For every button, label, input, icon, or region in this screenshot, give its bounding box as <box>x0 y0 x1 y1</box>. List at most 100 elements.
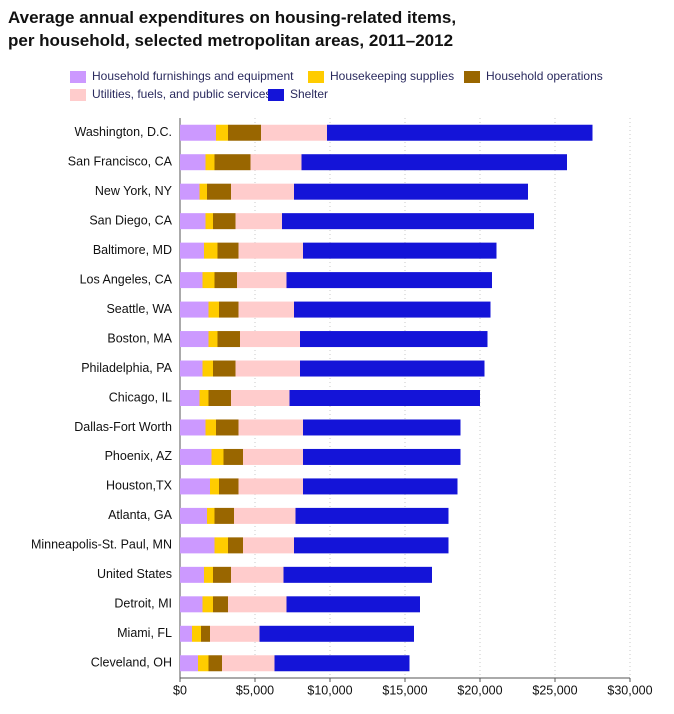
bar-segment <box>294 301 491 318</box>
bar-segment <box>259 625 414 642</box>
bar-segment <box>214 154 251 171</box>
y-tick-label: Chicago, IL <box>109 390 172 404</box>
bar-segment <box>192 625 201 642</box>
bar-segment <box>216 419 239 436</box>
bar-segment <box>202 596 213 613</box>
bar-segment <box>231 390 290 406</box>
legend-swatch <box>268 89 284 101</box>
y-tick-label: United States <box>97 567 172 581</box>
bar-segment <box>210 478 219 495</box>
legend-label: Shelter <box>290 87 328 101</box>
y-tick-label: Detroit, MI <box>114 597 172 611</box>
bar-segment <box>286 596 420 613</box>
bar-segment <box>235 213 282 230</box>
bar-segment <box>261 124 327 141</box>
bar-segment <box>237 272 287 289</box>
bar-segment <box>204 566 213 583</box>
y-tick-label: Cleveland, OH <box>91 656 172 670</box>
y-tick-label: New York, NY <box>95 184 173 198</box>
bar-segment <box>180 154 206 171</box>
bar-segment <box>217 331 240 348</box>
bar-segment <box>180 390 200 406</box>
bar-segment <box>250 154 302 171</box>
y-tick-label: Philadelphia, PA <box>81 361 172 375</box>
legend-swatch <box>70 71 86 83</box>
bar-segment <box>301 154 567 171</box>
bar-segment <box>205 419 216 436</box>
bar-segment <box>283 566 432 583</box>
bar-segment <box>240 331 300 348</box>
bar-segment <box>219 478 239 495</box>
bar-segment <box>180 566 204 583</box>
bar-segment <box>208 331 218 348</box>
bar-segment <box>202 272 215 289</box>
bar-segment <box>295 507 449 524</box>
bar-segment <box>234 507 296 524</box>
bar-segment <box>199 183 207 200</box>
bar-segment <box>210 625 260 642</box>
bar-segment <box>201 625 210 642</box>
y-tick-label: Dallas-Fort Worth <box>74 420 172 434</box>
bar-segment <box>180 448 212 465</box>
y-tick-label: Los Angeles, CA <box>80 272 173 286</box>
legend-swatch <box>464 71 480 83</box>
legend-label: Utilities, fuels, and public services <box>92 87 271 101</box>
bar-segment <box>238 478 303 495</box>
x-tick-label: $10,000 <box>307 683 352 697</box>
bar-segment <box>228 596 287 613</box>
y-tick-label: Miami, FL <box>117 626 172 640</box>
bar-segment <box>199 390 209 406</box>
y-tick-label: Boston, MA <box>107 331 172 345</box>
y-tick-label: San Diego, CA <box>89 213 172 227</box>
bar-segment <box>207 507 215 524</box>
bar-segment <box>180 478 210 495</box>
legend-swatch <box>70 89 86 101</box>
bar-segment <box>214 272 237 289</box>
bar-segment <box>294 183 528 200</box>
x-tick-label: $0 <box>173 683 187 697</box>
bar-segment <box>282 213 534 230</box>
bar-segment <box>180 596 203 613</box>
y-tick-label: Minneapolis-St. Paul, MN <box>31 538 172 552</box>
x-tick-label: $15,000 <box>382 683 427 697</box>
bar-segment <box>205 213 213 230</box>
bar-segment <box>243 448 303 465</box>
bar-segment <box>300 331 488 348</box>
bar-segment <box>235 360 300 377</box>
bar-segment <box>289 390 480 406</box>
bar-segment <box>303 448 461 465</box>
chart-title: Average annual expenditures on housing-r… <box>8 8 457 50</box>
bar-segment <box>231 183 294 200</box>
y-tick-label: Washington, D.C. <box>75 125 173 139</box>
bar-segment <box>243 537 294 554</box>
bar-segment <box>217 242 239 259</box>
y-tick-label: Phoenix, AZ <box>105 449 173 463</box>
bar-segment <box>180 331 209 348</box>
bar-segment <box>303 419 461 436</box>
bar-segment <box>214 537 228 554</box>
bar-segment <box>238 419 303 436</box>
y-tick-label: Atlanta, GA <box>108 508 173 522</box>
bar-segment <box>204 242 218 259</box>
bar-segment <box>214 507 234 524</box>
bar-segment <box>180 537 215 554</box>
y-tick-label: Houston,TX <box>106 479 173 493</box>
bar-segment <box>294 537 449 554</box>
bar-segment <box>180 507 207 524</box>
bar-segment <box>208 301 219 318</box>
bar-segment <box>219 301 239 318</box>
bar-segment <box>286 272 492 289</box>
bar-segment <box>180 242 204 259</box>
legend-label: Household furnishings and equipment <box>92 69 294 83</box>
bar-segment <box>222 655 275 672</box>
bar-segment <box>238 242 303 259</box>
bar-segment <box>180 213 206 230</box>
bar-segment <box>213 596 228 613</box>
bar-segment <box>300 360 485 377</box>
bar-segment <box>303 242 497 259</box>
bar-segment <box>228 537 243 554</box>
bar-segment <box>327 124 593 141</box>
bar-segment <box>207 183 231 200</box>
x-tick-label: $25,000 <box>532 683 577 697</box>
